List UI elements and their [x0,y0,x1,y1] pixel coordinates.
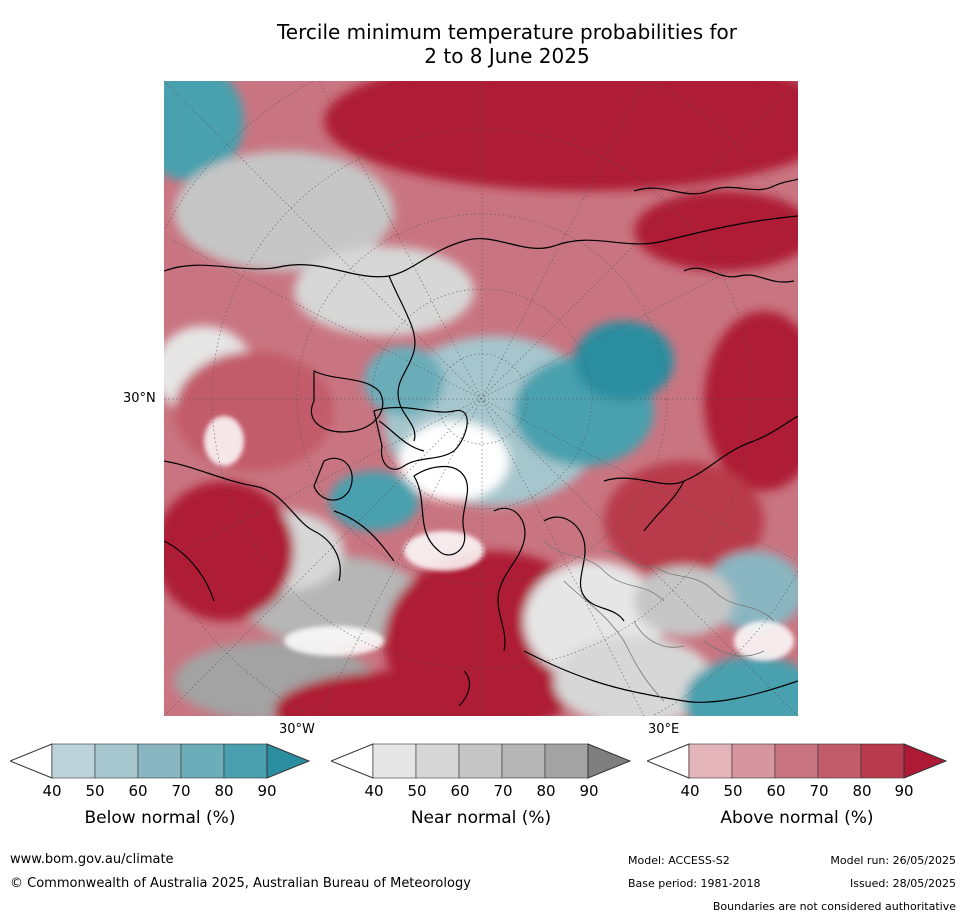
boundaries-disclaimer: Boundaries are not considered authoritat… [712,900,956,913]
colorbar-near-tick: 80 [536,782,556,800]
colorbar-below-tick: 90 [257,782,277,800]
title-line-2: 2 to 8 June 2025 [424,44,590,68]
colorbar-above-tick: 50 [723,782,743,800]
colorbar-above-scale [647,743,947,779]
lon-label-30w: 30°W [279,722,315,737]
colorbar-above-tick: 60 [766,782,786,800]
colorbar-above-tick: 40 [680,782,700,800]
map-canvas [164,81,798,716]
colorbar-near-tick: 50 [407,782,427,800]
colorbar-below-scale [10,743,310,779]
lat-label-30n: 30°N [123,391,156,406]
colorbar-below-tick: 80 [214,782,234,800]
lon-label-30e: 30°E [648,722,680,737]
colorbar-below [10,743,310,779]
colorbar-near-tick: 60 [450,782,470,800]
map-title: Tercile minimum temperature probabilitie… [0,20,965,68]
website-link[interactable]: www.bom.gov.au/climate [10,852,174,867]
graticule [164,81,798,716]
country-borders [543,540,775,702]
coastlines [164,178,798,707]
model-run-date: Model run: 26/05/2025 [830,854,956,867]
base-period: Base period: 1981-2018 [628,877,761,890]
colorbar-above-tick: 80 [852,782,872,800]
colorbar-near-label: Near normal (%) [410,808,552,828]
polar-map [164,81,798,716]
model-name: Model: ACCESS-S2 [628,854,730,867]
colorbar-near-tick: 90 [579,782,599,800]
colorbar-above-label: Above normal (%) [720,808,874,828]
colorbar-near-tick: 40 [364,782,384,800]
issued-date: Issued: 28/05/2025 [849,877,956,890]
colorbar-below-tick: 70 [171,782,191,800]
colorbar-above-tick: 70 [809,782,829,800]
colorbar-below-label: Below normal (%) [84,808,236,828]
copyright-text: © Commonwealth of Australia 2025, Austra… [10,876,471,891]
colorbar-near-scale [331,743,631,779]
title-line-1: Tercile minimum temperature probabilitie… [276,20,738,44]
colorbar-below-tick: 60 [128,782,148,800]
colorbar-below-tick: 40 [42,782,62,800]
colorbar-above-tick: 90 [894,782,914,800]
colorbar-near-tick: 70 [493,782,513,800]
colorbar-above [647,743,947,779]
colorbar-below-tick: 50 [85,782,105,800]
colorbar-near [331,743,631,779]
